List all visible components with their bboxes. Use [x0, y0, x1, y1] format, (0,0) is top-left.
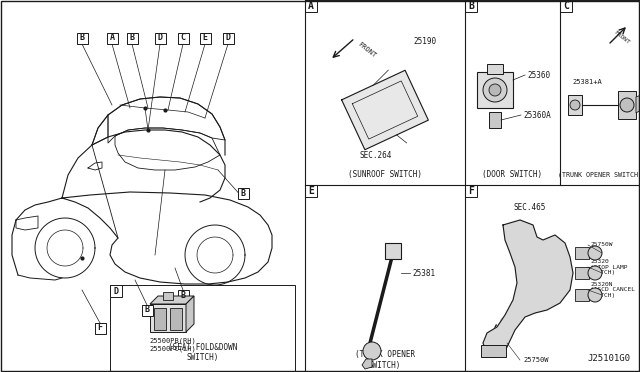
Bar: [200, 32, 211, 44]
Text: FRONT: FRONT: [613, 30, 631, 46]
Bar: [477, 72, 513, 108]
Bar: [487, 64, 503, 74]
Text: (TRUNK OPENER SWITCH): (TRUNK OPENER SWITCH): [558, 172, 640, 178]
Polygon shape: [483, 220, 573, 357]
Text: 25360A: 25360A: [523, 110, 551, 119]
Text: (DOOR SWITCH): (DOOR SWITCH): [483, 170, 543, 180]
Text: 25750W: 25750W: [523, 357, 548, 363]
Bar: [465, 0, 477, 12]
Text: 25320
(STOP LAMP
SWITCH): 25320 (STOP LAMP SWITCH): [590, 259, 627, 275]
Bar: [154, 308, 166, 330]
Text: B: B: [468, 1, 474, 11]
Bar: [489, 112, 501, 128]
Bar: [618, 91, 636, 119]
Text: 25360: 25360: [527, 71, 550, 80]
Text: 25500PC(LH): 25500PC(LH): [150, 345, 196, 352]
Text: 25381+A: 25381+A: [572, 79, 602, 85]
Bar: [223, 32, 234, 44]
Text: A: A: [109, 33, 115, 42]
Bar: [170, 308, 182, 330]
Bar: [465, 185, 640, 372]
Bar: [150, 304, 186, 332]
Bar: [95, 323, 106, 334]
Text: 25500PB(RH): 25500PB(RH): [150, 338, 196, 344]
Text: E: E: [202, 33, 207, 42]
Bar: [110, 285, 122, 297]
Text: B: B: [241, 189, 246, 198]
Text: 25190: 25190: [413, 38, 436, 46]
Bar: [465, 0, 560, 185]
Circle shape: [483, 78, 507, 102]
Text: (SUNROOF SWITCH): (SUNROOF SWITCH): [348, 170, 422, 180]
Bar: [385, 243, 401, 259]
Bar: [177, 289, 189, 301]
Bar: [465, 185, 477, 197]
Text: 25381: 25381: [412, 269, 435, 278]
Text: B: B: [129, 33, 134, 42]
Polygon shape: [186, 296, 194, 332]
Polygon shape: [342, 70, 428, 150]
Bar: [77, 32, 88, 44]
Text: A: A: [308, 1, 314, 11]
Bar: [560, 0, 640, 185]
Text: SEC.264: SEC.264: [360, 151, 392, 160]
Text: SEC.465: SEC.465: [513, 202, 545, 212]
Circle shape: [570, 100, 580, 110]
Text: FRONT: FRONT: [357, 41, 378, 59]
Circle shape: [588, 288, 602, 302]
Bar: [305, 0, 465, 185]
Bar: [141, 305, 152, 315]
Bar: [481, 345, 506, 357]
Bar: [575, 289, 589, 301]
Text: D: D: [113, 286, 118, 295]
Bar: [305, 0, 317, 12]
Bar: [305, 185, 317, 197]
Bar: [237, 187, 248, 199]
Text: 25320N
(ASCD CANCEL
SWITCH): 25320N (ASCD CANCEL SWITCH): [590, 282, 635, 298]
Bar: [575, 247, 589, 259]
Bar: [110, 285, 295, 372]
Bar: [106, 32, 118, 44]
Circle shape: [588, 246, 602, 260]
Bar: [177, 32, 189, 44]
Text: D: D: [225, 33, 230, 42]
Polygon shape: [636, 93, 640, 113]
Text: B: B: [180, 291, 186, 299]
Text: D: D: [157, 33, 163, 42]
Text: 25750W: 25750W: [590, 243, 612, 247]
Bar: [560, 0, 572, 12]
Bar: [163, 292, 173, 300]
Text: B: B: [145, 305, 150, 314]
Circle shape: [489, 84, 501, 96]
Circle shape: [363, 342, 381, 360]
Text: C: C: [563, 1, 569, 11]
Text: E: E: [308, 186, 314, 196]
Text: C: C: [180, 33, 186, 42]
Bar: [305, 185, 465, 372]
Circle shape: [620, 98, 634, 112]
Bar: [575, 267, 589, 279]
Text: J25101G0: J25101G0: [587, 354, 630, 363]
Text: F: F: [97, 324, 102, 333]
Text: (TRUNK OPENER
SWITCH): (TRUNK OPENER SWITCH): [355, 350, 415, 370]
Bar: [127, 32, 138, 44]
Bar: [154, 32, 166, 44]
Bar: [568, 95, 582, 115]
Text: F: F: [468, 186, 474, 196]
Polygon shape: [150, 296, 194, 304]
Text: FRONT: FRONT: [498, 317, 516, 333]
Text: (SEAT FOLD&DOWN
SWITCH): (SEAT FOLD&DOWN SWITCH): [168, 343, 237, 362]
Polygon shape: [362, 359, 372, 369]
Circle shape: [588, 266, 602, 280]
Text: B: B: [79, 33, 84, 42]
